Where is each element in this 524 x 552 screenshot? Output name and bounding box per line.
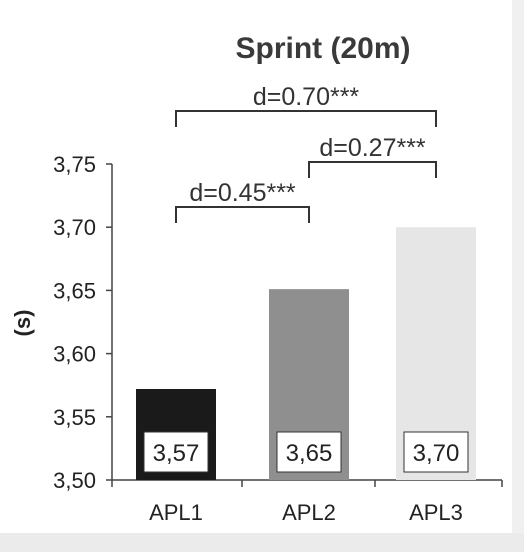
x-tick-label: APL1 — [149, 500, 203, 525]
significance-brackets: d=0.45*** d=0.27*** d=0.70*** — [175, 83, 437, 223]
data-label-box — [143, 431, 209, 473]
significance-bracket — [308, 161, 437, 178]
effect-size-label: d=0.70*** — [253, 83, 360, 111]
y-axis-label: (s) — [10, 310, 35, 337]
y-tick-label: 3,65 — [53, 278, 96, 303]
y-tick-label: 3,55 — [53, 405, 96, 430]
data-label-box — [276, 431, 342, 473]
right-edge-band — [512, 0, 524, 533]
data-label-box — [403, 431, 469, 473]
data-label: 3,57 — [153, 440, 200, 467]
y-tick-label: 3,50 — [53, 468, 96, 493]
data-label: 3,70 — [413, 440, 460, 467]
effect-size-label: d=0.27*** — [319, 134, 426, 162]
effect-size-label: d=0.45*** — [189, 179, 296, 207]
significance-bracket — [175, 110, 437, 127]
x-tick-label: APL2 — [282, 500, 336, 525]
axes: 3,50 3,55 3,60 3,65 3,70 3,75 APL1 APL2 APL3 — [53, 152, 503, 525]
significance-bracket — [175, 206, 310, 223]
data-label: 3,65 — [286, 440, 333, 467]
y-tick-label: 3,75 — [53, 152, 96, 177]
y-tick-label: 3,60 — [53, 342, 96, 367]
chart-title: Sprint (20m) — [235, 32, 410, 65]
y-tick-label: 3,70 — [53, 215, 96, 240]
x-tick-label: APL3 — [409, 500, 463, 525]
footer-band — [0, 533, 524, 552]
chart: Sprint (20m) (s) 3,50 3,55 3,60 3,65 3,70 3,7… — [10, 32, 503, 525]
bars: 3,57 3,65 3,70 — [136, 227, 476, 480]
